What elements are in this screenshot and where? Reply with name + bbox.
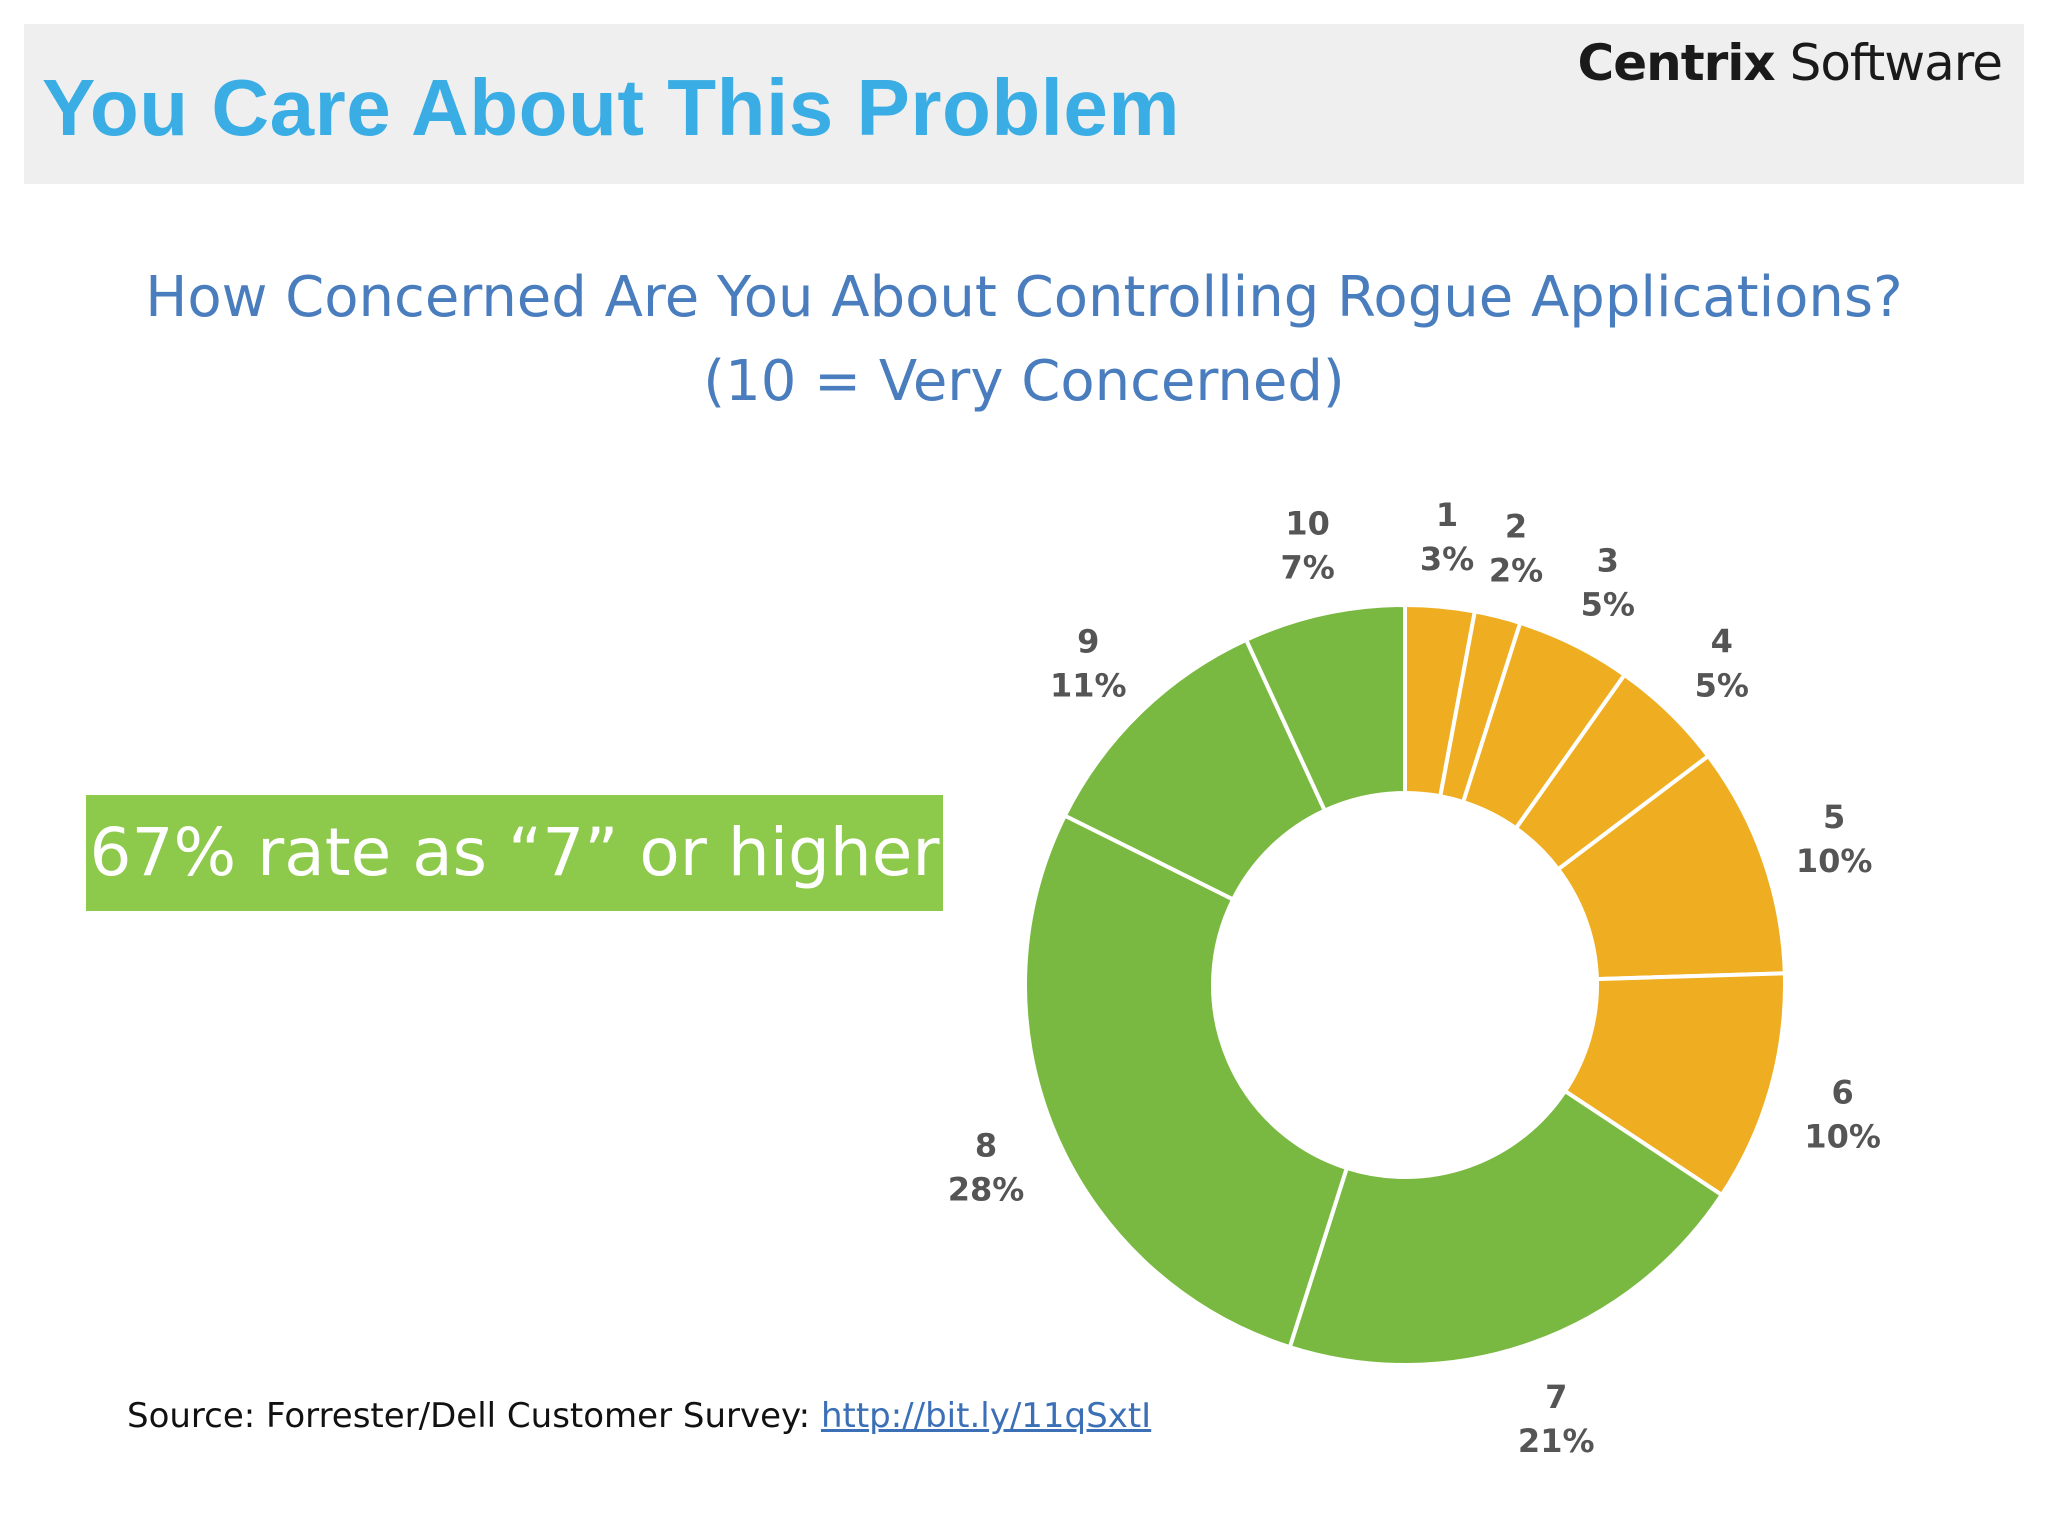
slice-label-category-2: 2 bbox=[1505, 508, 1527, 546]
slice-label-category-4: 4 bbox=[1711, 622, 1733, 660]
slice-label-category-3: 3 bbox=[1597, 542, 1619, 580]
slice-label-category-7: 7 bbox=[1545, 1378, 1567, 1416]
slice-label-value-7: 21% bbox=[1518, 1422, 1595, 1460]
slice-label-category-5: 5 bbox=[1823, 798, 1845, 836]
slice-label-category-1: 1 bbox=[1436, 496, 1458, 534]
slice-label-value-9: 11% bbox=[1050, 666, 1127, 704]
brand-bold: Centrix bbox=[1577, 34, 1776, 92]
slide-title: You Care About This Problem bbox=[42, 63, 1181, 152]
chart-question: How Concerned Are You About Controlling … bbox=[0, 256, 2048, 424]
slice-8 bbox=[1023, 812, 1350, 1350]
source-prefix: Source: Forrester/Dell Customer Survey: bbox=[127, 1396, 821, 1436]
slice-label-value-10: 7% bbox=[1280, 549, 1334, 587]
slice-label-category-8: 8 bbox=[975, 1126, 997, 1164]
brand-rest: Software bbox=[1774, 34, 2003, 92]
header-band bbox=[24, 24, 2024, 184]
source-link[interactable]: http://bit.ly/11qSxtI bbox=[820, 1396, 1152, 1436]
slice-10 bbox=[1243, 602, 1407, 814]
slice-label-value-1: 3% bbox=[1420, 540, 1474, 578]
slice-label-value-8: 28% bbox=[948, 1170, 1025, 1208]
callout-box: 67% rate as “7” or higher bbox=[86, 795, 943, 911]
slice-label-category-10: 10 bbox=[1285, 505, 1330, 543]
source-line: Source: Forrester/Dell Customer Survey: … bbox=[127, 1396, 1151, 1436]
slice-label-category-9: 9 bbox=[1077, 622, 1099, 660]
slice-label-value-4: 5% bbox=[1695, 666, 1749, 704]
brand-logo: Centrix Software bbox=[1577, 34, 2003, 92]
slice-label-value-3: 5% bbox=[1581, 586, 1635, 624]
slice-label-value-6: 10% bbox=[1804, 1118, 1881, 1156]
slice-label-value-2: 2% bbox=[1489, 552, 1543, 590]
slice-label-value-5: 10% bbox=[1796, 842, 1873, 880]
chart-subtitle: (10 = Very Concerned) bbox=[703, 349, 1345, 414]
chart-title: How Concerned Are You About Controlling … bbox=[145, 265, 1903, 330]
slice-label-category-6: 6 bbox=[1831, 1074, 1853, 1112]
slice-7 bbox=[1287, 1088, 1725, 1367]
